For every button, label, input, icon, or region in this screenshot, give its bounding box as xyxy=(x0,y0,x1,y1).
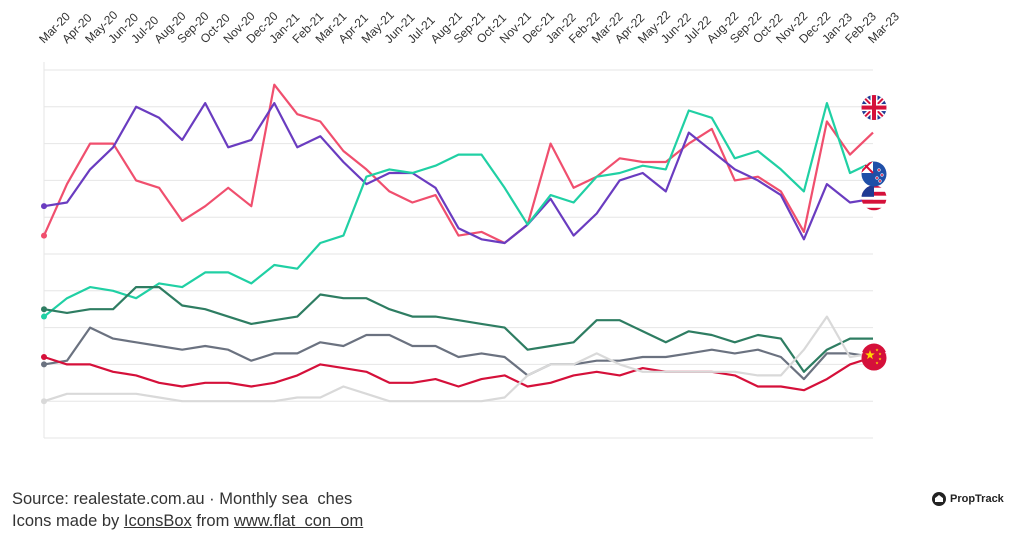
proptrack-logo: PropTrack xyxy=(932,492,1004,506)
series-start-point xyxy=(41,354,47,361)
series-start-point xyxy=(41,398,47,405)
brand-name: PropTrack xyxy=(950,493,1004,505)
series-lines xyxy=(41,83,874,405)
flaticon-link[interactable]: www.flat con om xyxy=(233,512,364,530)
series-line xyxy=(42,83,874,245)
series-line xyxy=(43,315,874,403)
series-start-point xyxy=(41,361,47,368)
series-line xyxy=(43,286,873,373)
series-line xyxy=(43,101,874,245)
source-line: Source: realestate.com.au · Monthly sea … xyxy=(12,490,353,508)
source-note: Source: realestate.com.au · Monthly sea … xyxy=(12,488,363,532)
country-flag-icons xyxy=(861,95,887,371)
series-line xyxy=(43,101,874,318)
x-axis: Mar-20Apr-20May-20Jun-20Jul-20Aug-20Sep-… xyxy=(36,8,902,46)
series-start-point xyxy=(41,306,47,313)
nz-flag-icon xyxy=(861,161,887,187)
iconsbox-link[interactable]: IconsBox xyxy=(123,512,192,530)
icons-middle: from xyxy=(191,512,234,530)
us-flag-icon xyxy=(861,185,887,211)
icons-credit: Icons made by IconsBox from www.flat con… xyxy=(12,510,363,532)
house-icon xyxy=(932,492,946,506)
series-line xyxy=(43,355,874,392)
icons-prefix: Icons made by xyxy=(12,512,124,530)
gridlines xyxy=(43,62,873,439)
series-start-point xyxy=(41,232,47,239)
series-start-point xyxy=(41,313,47,320)
series-line xyxy=(43,326,874,381)
uk-flag-icon xyxy=(861,95,887,121)
line-chart: Mar-20Apr-20May-20Jun-20Jul-20Aug-20Sep-… xyxy=(36,8,902,439)
series-start-point xyxy=(41,203,47,210)
china-flag-icon xyxy=(861,345,887,371)
